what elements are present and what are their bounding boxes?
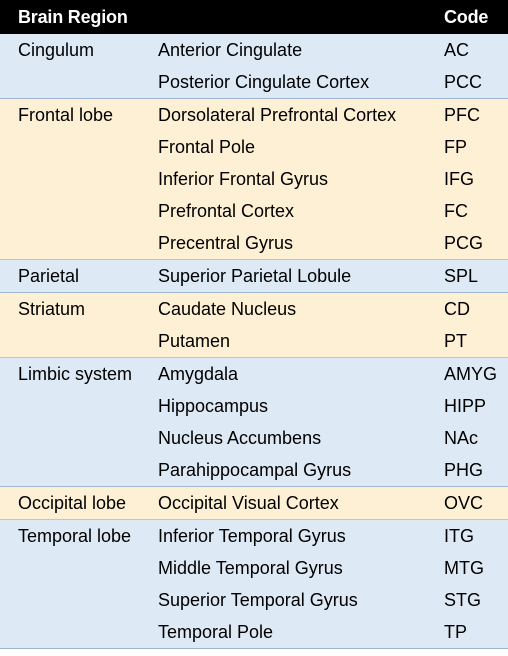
table-body: Cingulum Anterior Cingulate AC Posterior Ci…: [0, 34, 508, 649]
subregion-cell: Prefrontal Cortex: [140, 195, 426, 227]
code-cell: PCC: [426, 66, 508, 99]
table-row: Posterior Cingulate Cortex PCC: [0, 66, 508, 99]
brain-region-cell: Parietal: [0, 259, 140, 293]
brain-region-cell: Frontal lobe: [0, 98, 140, 131]
subregion-cell: Inferior Temporal Gyrus: [140, 519, 426, 552]
table-row: Occipital lobe Occipital Visual Cortex OVC: [0, 486, 508, 520]
subregion-cell: Middle Temporal Gyrus: [140, 552, 426, 584]
brain-region-cell: [0, 616, 140, 649]
subregion-cell: Posterior Cingulate Cortex: [140, 66, 426, 99]
code-cell: HIPP: [426, 390, 508, 422]
table-row: Putamen PT: [0, 325, 508, 358]
code-cell: CD: [426, 292, 508, 325]
brain-region-cell: [0, 584, 140, 616]
code-cell: FP: [426, 131, 508, 163]
code-cell: PT: [426, 325, 508, 358]
table-row: Temporal Pole TP: [0, 616, 508, 649]
subregion-cell: Putamen: [140, 325, 426, 358]
table-row: Prefrontal Cortex FC: [0, 195, 508, 227]
header-row: Brain Region Code: [0, 0, 508, 34]
table-row: Frontal lobe Dorsolateral Prefrontal Cort…: [0, 98, 508, 131]
subregion-cell: Frontal Pole: [140, 131, 426, 163]
code-cell: PHG: [426, 454, 508, 487]
table-row: Nucleus Accumbens NAc: [0, 422, 508, 454]
header-brain-region: Brain Region: [0, 0, 140, 34]
brain-region-cell: [0, 422, 140, 454]
table-row: Cingulum Anterior Cingulate AC: [0, 34, 508, 66]
brain-region-cell: [0, 325, 140, 358]
brain-region-cell: [0, 227, 140, 260]
brain-region-cell: Limbic system: [0, 357, 140, 390]
header-code: Code: [426, 0, 508, 34]
brain-region-cell: Cingulum: [0, 34, 140, 66]
code-cell: OVC: [426, 486, 508, 520]
code-cell: IFG: [426, 163, 508, 195]
table-row: Limbic system Amygdala AMYG: [0, 357, 508, 390]
subregion-cell: Superior Temporal Gyrus: [140, 584, 426, 616]
brain-region-cell: [0, 66, 140, 99]
code-cell: SPL: [426, 259, 508, 293]
code-cell: AC: [426, 34, 508, 66]
table-row: Inferior Frontal Gyrus IFG: [0, 163, 508, 195]
code-cell: PFC: [426, 98, 508, 131]
table-row: Frontal Pole FP: [0, 131, 508, 163]
subregion-cell: Nucleus Accumbens: [140, 422, 426, 454]
table-row: Middle Temporal Gyrus MTG: [0, 552, 508, 584]
subregion-cell: Precentral Gyrus: [140, 227, 426, 260]
table-row: Superior Temporal Gyrus STG: [0, 584, 508, 616]
subregion-cell: Hippocampus: [140, 390, 426, 422]
subregion-cell: Occipital Visual Cortex: [140, 486, 426, 520]
subregion-cell: Temporal Pole: [140, 616, 426, 649]
table-row: Striatum Caudate Nucleus CD: [0, 292, 508, 325]
table-header: Brain Region Code: [0, 0, 508, 34]
brain-region-cell: Temporal lobe: [0, 519, 140, 552]
code-cell: ITG: [426, 519, 508, 552]
subregion-cell: Caudate Nucleus: [140, 292, 426, 325]
code-cell: TP: [426, 616, 508, 649]
subregion-cell: Parahippocampal Gyrus: [140, 454, 426, 487]
subregion-cell: Superior Parietal Lobule: [140, 259, 426, 293]
code-cell: NAc: [426, 422, 508, 454]
table-row: Precentral Gyrus PCG: [0, 227, 508, 260]
brain-region-cell: [0, 163, 140, 195]
table-row: Parahippocampal Gyrus PHG: [0, 454, 508, 487]
subregion-cell: Inferior Frontal Gyrus: [140, 163, 426, 195]
brain-region-cell: [0, 552, 140, 584]
brain-region-cell: [0, 131, 140, 163]
code-cell: AMYG: [426, 357, 508, 390]
subregion-cell: Anterior Cingulate: [140, 34, 426, 66]
code-cell: STG: [426, 584, 508, 616]
table-row: Parietal Superior Parietal Lobule SPL: [0, 259, 508, 293]
table-row: Hippocampus HIPP: [0, 390, 508, 422]
code-cell: FC: [426, 195, 508, 227]
table-row: Temporal lobe Inferior Temporal Gyrus ITG: [0, 519, 508, 552]
brain-region-cell: [0, 454, 140, 487]
brain-region-cell: [0, 390, 140, 422]
brain-region-cell: Striatum: [0, 292, 140, 325]
subregion-cell: Amygdala: [140, 357, 426, 390]
code-cell: MTG: [426, 552, 508, 584]
brain-region-cell: Occipital lobe: [0, 486, 140, 520]
subregion-cell: Dorsolateral Prefrontal Cortex: [140, 98, 426, 131]
code-cell: PCG: [426, 227, 508, 260]
brain-region-cell: [0, 195, 140, 227]
header-subregion: [140, 0, 426, 34]
